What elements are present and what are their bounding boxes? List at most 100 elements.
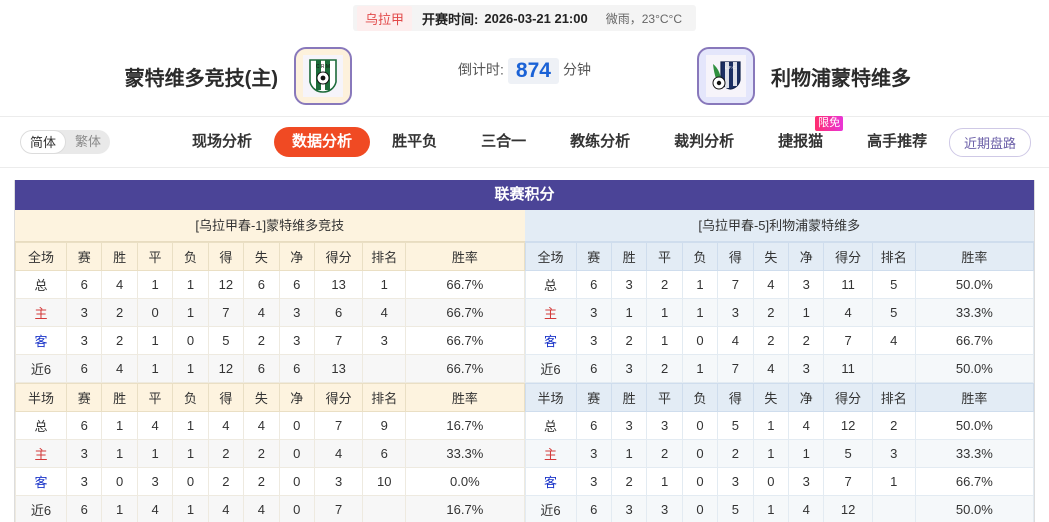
row-label: 近6 xyxy=(15,495,67,522)
table-cell: 0 xyxy=(136,298,174,327)
table-row: 总 6 4 1 1 12 6 6 13 1 66.7% xyxy=(15,270,525,299)
table-cell: 0 xyxy=(681,439,719,468)
tab-win-draw-lose[interactable]: 胜平负 xyxy=(392,133,438,150)
tab-referee-analysis[interactable]: 裁判分析 xyxy=(674,133,735,150)
svg-text:L.F.C.: L.F.C. xyxy=(725,65,737,70)
table-cell: 1 xyxy=(136,270,174,299)
table-cell: 0.0% xyxy=(405,467,525,496)
table-cell: 7 xyxy=(313,411,364,440)
lang-simplified-option[interactable]: 简体 xyxy=(20,130,67,154)
col-scope: 全场 xyxy=(15,242,67,271)
table-cell: 6 xyxy=(575,354,612,383)
table-cell: 6 xyxy=(65,411,103,440)
col-points: 得分 xyxy=(823,242,873,271)
col-points: 得分 xyxy=(313,383,364,412)
row-label: 总 xyxy=(524,270,577,299)
table-cell: 12 xyxy=(207,354,245,383)
table-cell: 1 xyxy=(681,354,719,383)
table-cell: 0 xyxy=(101,467,138,496)
table-cell: 5 xyxy=(823,439,873,468)
table-row: 近6 6 3 3 0 5 1 4 12 50.0% xyxy=(524,495,1035,522)
tab-expert-tips[interactable]: 高手推荐 xyxy=(867,133,928,150)
home-team-block[interactable]: 蒙特维多竞技(主) C R M xyxy=(0,47,360,105)
table-cell: 1 xyxy=(172,270,209,299)
table-cell: 0 xyxy=(681,467,719,496)
table-cell: 2 xyxy=(717,439,754,468)
home-standings-header: [乌拉甲春-1]蒙特维多竞技 xyxy=(15,210,525,242)
col-gd: 净 xyxy=(788,383,825,412)
table-cell: 4 xyxy=(788,495,825,522)
away-standings-header: [乌拉甲春-5]利物浦蒙特维多 xyxy=(524,210,1034,242)
table-cell: 4 xyxy=(207,411,245,440)
away-full-table: 全场 赛 胜 平 负 得 失 净 得分 排名 胜率 总 6 3 2 1 7 4 3 11 5 50.… xyxy=(524,242,1035,383)
table-cell: 1 xyxy=(172,354,209,383)
table-cell: 66.7% xyxy=(914,467,1035,496)
table-row: 主 3 1 1 1 2 2 0 4 6 33.3% xyxy=(15,439,525,468)
table-cell: 66.7% xyxy=(405,298,525,327)
away-half-table: 半场 赛 胜 平 负 得 失 净 得分 排名 胜率 总 6 3 3 0 5 1 4 12 2 50.… xyxy=(524,383,1035,522)
kickoff-label: 开赛时间: xyxy=(422,11,479,27)
col-scope: 全场 xyxy=(524,242,577,271)
table-cell: 4 xyxy=(243,298,280,327)
table-row: 总 6 1 4 1 4 4 0 7 9 16.7% xyxy=(15,411,525,440)
table-cell: 1 xyxy=(752,411,790,440)
table-cell: 4 xyxy=(136,495,174,522)
home-team-logo[interactable]: C R M xyxy=(294,47,352,105)
col-rank: 排名 xyxy=(871,383,916,412)
table-cell: 1 xyxy=(362,270,407,299)
table-cell: 6 xyxy=(313,298,364,327)
tab-live-analysis[interactable]: 现场分析 xyxy=(192,133,253,150)
tab-three-in-one[interactable]: 三合一 xyxy=(481,133,527,150)
table-cell: 0 xyxy=(681,411,719,440)
language-toggle[interactable]: 简体 繁体 xyxy=(20,130,111,154)
table-cell: 2 xyxy=(752,298,790,327)
col-lose: 负 xyxy=(172,242,209,271)
col-ga: 失 xyxy=(243,383,280,412)
table-cell: 2 xyxy=(646,354,683,383)
col-win: 胜 xyxy=(610,383,648,412)
table-cell: 5 xyxy=(871,298,916,327)
table-cell: 7 xyxy=(313,495,364,522)
free-limited-badge: 限免 xyxy=(815,116,844,131)
teams-row: 蒙特维多竞技(主) C R M 倒计时: 874 分钟 xyxy=(0,36,1049,116)
table-cell: 2 xyxy=(101,326,138,355)
league-standings-panel: 联赛积分 [乌拉甲春-1]蒙特维多竞技 全场 赛 胜 平 负 得 失 净 得分 … xyxy=(14,180,1035,522)
league-tag[interactable]: 乌拉甲 xyxy=(357,5,413,31)
table-cell: 33.3% xyxy=(914,439,1035,468)
table-cell: 6 xyxy=(243,354,280,383)
home-half-table: 半场 赛 胜 平 负 得 失 净 得分 排名 胜率 总 6 1 4 1 4 4 0 7 9 16.7… xyxy=(15,383,525,522)
table-cell: 0 xyxy=(681,495,719,522)
table-cell: 33.3% xyxy=(914,298,1035,327)
table-header-row: 半场 赛 胜 平 负 得 失 净 得分 排名 胜率 xyxy=(524,383,1035,412)
col-gd: 净 xyxy=(278,383,315,412)
recent-odds-button[interactable]: 近期盘路 xyxy=(948,127,1031,157)
tab-coach-analysis[interactable]: 教练分析 xyxy=(570,133,631,150)
standings-columns: [乌拉甲春-1]蒙特维多竞技 全场 赛 胜 平 负 得 失 净 得分 排名 胜率… xyxy=(15,210,1035,522)
col-played: 赛 xyxy=(65,383,103,412)
away-team-block[interactable]: L.F.C. 利物浦蒙特维多 xyxy=(689,36,1049,116)
table-cell: 3 xyxy=(717,467,754,496)
table-cell: 4 xyxy=(243,411,280,440)
table-cell: 3 xyxy=(610,354,648,383)
table-cell: 10 xyxy=(362,467,407,496)
table-cell: 2 xyxy=(610,326,648,355)
table-cell: 1 xyxy=(172,495,209,522)
table-cell: 5 xyxy=(207,326,245,355)
match-info-capsule: 乌拉甲 开赛时间: 2026-03-21 21:00 微雨，23°C°C xyxy=(353,5,696,31)
lang-traditional-option[interactable]: 繁体 xyxy=(75,134,102,149)
table-cell: 3 xyxy=(575,326,612,355)
table-row: 客 3 2 1 0 3 0 3 7 1 66.7% xyxy=(524,467,1035,496)
away-team-logo[interactable]: L.F.C. xyxy=(697,47,755,105)
tab-jiebao-cat[interactable]: 捷报猫 限免 xyxy=(756,116,845,157)
row-label: 近6 xyxy=(15,354,67,383)
table-cell: 0 xyxy=(278,467,315,496)
table-cell: 0 xyxy=(278,495,315,522)
col-winrate: 胜率 xyxy=(914,383,1035,412)
table-cell: 3 xyxy=(575,298,612,327)
table-cell: 1 xyxy=(788,439,825,468)
table-cell: 2 xyxy=(243,467,280,496)
tab-data-analysis[interactable]: 数据分析 xyxy=(274,127,371,157)
col-gf: 得 xyxy=(207,383,245,412)
table-cell: 4 xyxy=(101,270,138,299)
table-cell: 50.0% xyxy=(914,354,1035,383)
